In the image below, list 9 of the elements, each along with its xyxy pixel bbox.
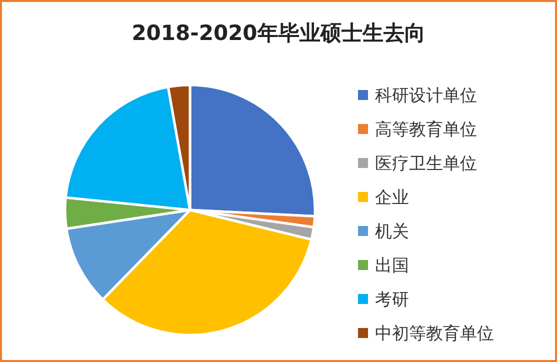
legend-label: 高等教育单位 bbox=[375, 120, 477, 140]
legend-label: 中初等教育单位 bbox=[375, 324, 494, 344]
legend-label: 机关 bbox=[375, 222, 409, 242]
legend-label: 企业 bbox=[375, 188, 409, 208]
legend-label: 考研 bbox=[375, 290, 409, 310]
legend-label: 出国 bbox=[375, 256, 409, 276]
chart-title: 2018-2020年毕业硕士生去向 bbox=[132, 21, 426, 45]
legend-label: 医疗卫生单位 bbox=[375, 154, 477, 174]
legend-label: 科研设计单位 bbox=[375, 86, 477, 106]
